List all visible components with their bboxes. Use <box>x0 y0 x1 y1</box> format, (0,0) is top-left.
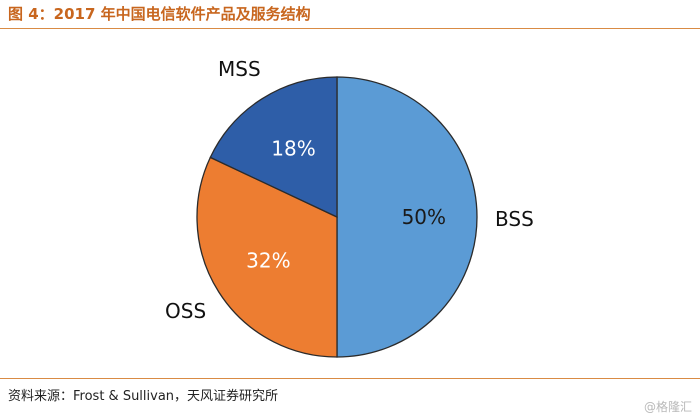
source-note: 资料来源：Frost & Sullivan，天风证券研究所 <box>8 389 279 404</box>
slice-category-label-mss: MSS <box>218 57 261 81</box>
pie-slice-bss <box>336 76 478 358</box>
pie-labels: 50% BSS 32% OSS 18% MSS <box>165 57 534 323</box>
figure-title: 图 4：2017 年中国电信软件产品及服务结构 <box>8 5 311 23</box>
bottom-divider <box>0 378 700 379</box>
watermark: @格隆汇 <box>643 400 692 414</box>
pie-chart: 50% BSS 32% OSS 18% MSS <box>165 57 534 358</box>
pie-slice-mss <box>209 76 338 219</box>
pie-slice-oss <box>196 156 338 358</box>
slice-value-label-mss: 18% <box>271 136 315 160</box>
slice-value-label-oss: 32% <box>246 249 290 273</box>
slice-category-label-bss: BSS <box>495 207 534 231</box>
slice-value-label-bss: 50% <box>402 205 446 229</box>
pie-slices <box>196 76 478 358</box>
slice-category-label-oss: OSS <box>165 299 206 323</box>
top-divider <box>0 28 700 29</box>
